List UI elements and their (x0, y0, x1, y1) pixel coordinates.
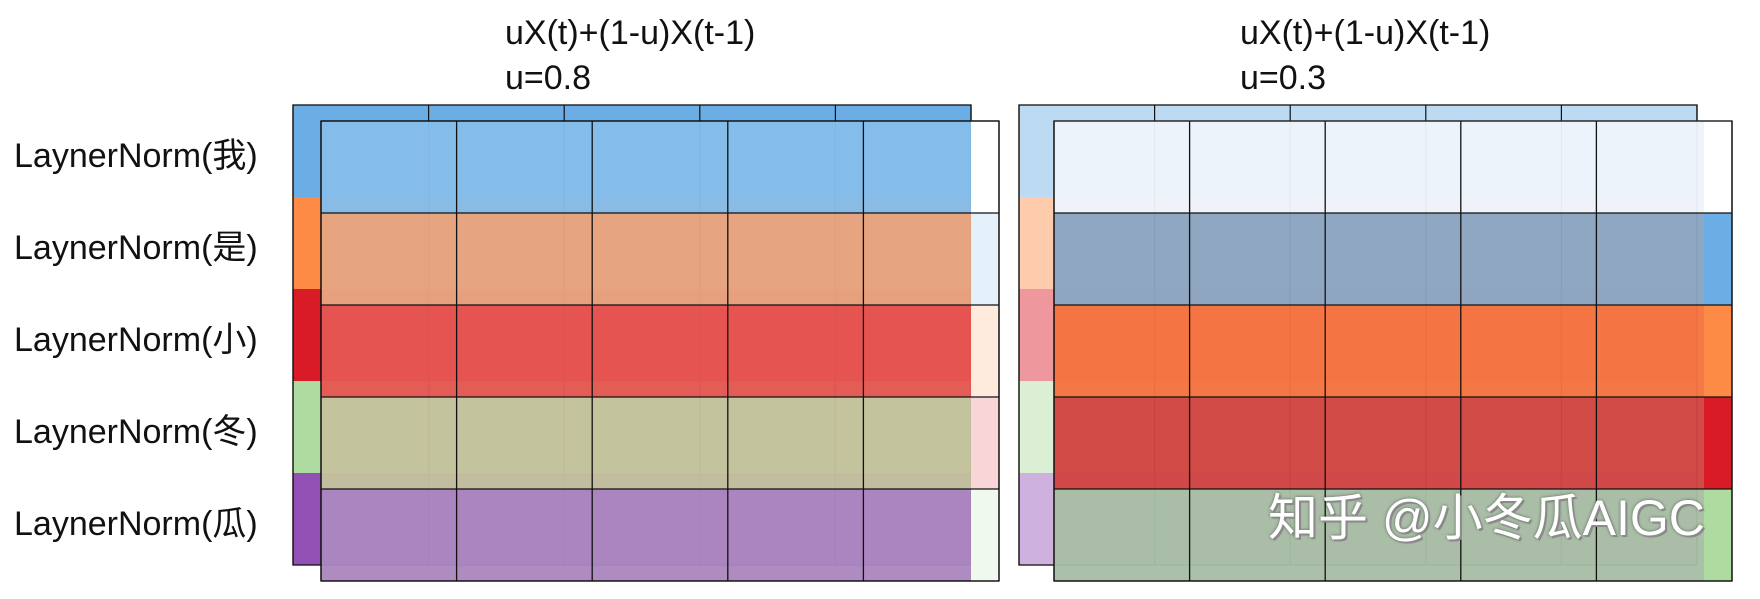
watermark: 知乎 @小冬瓜AIGC (1268, 490, 1705, 546)
front-row-1-4 (1054, 489, 1704, 581)
front-row-0-1 (321, 213, 971, 305)
back-strip-1-4 (1019, 473, 1047, 565)
back-strip-1-1 (1019, 197, 1047, 289)
front-row-1-2 (1054, 305, 1704, 397)
row-label-4: LaynerNorm(瓜) (14, 505, 258, 543)
front-row-0-4 (321, 489, 971, 581)
front-row-1-3 (1054, 397, 1704, 489)
left-u-value: u=0.8 (505, 59, 592, 97)
front-row-0-2 (321, 305, 971, 397)
back-strip-1-0 (1019, 105, 1047, 197)
front-row-1-0 (1054, 121, 1704, 213)
front-row-1-1 (1054, 213, 1704, 305)
right-formula: uX(t)+(1-u)X(t-1) (1240, 14, 1491, 52)
front-spill-0-3 (971, 397, 999, 489)
front-spill-0-0 (971, 121, 999, 213)
front-row-0-0 (321, 121, 971, 213)
front-frame-1 (1053, 120, 1733, 582)
front-spill-1-3 (1704, 397, 1732, 489)
front-frame-0 (320, 120, 1000, 582)
front-row-0-3 (321, 397, 971, 489)
back-strip-1-3 (1019, 381, 1047, 473)
row-label-3: LaynerNorm(冬) (14, 413, 258, 451)
front-spill-1-1 (1704, 213, 1732, 305)
front-spill-0-2 (971, 305, 999, 397)
back-strip-0-1 (293, 197, 321, 289)
back-strip-0-4 (293, 473, 321, 565)
back-strip-0-3 (293, 381, 321, 473)
front-spill-0-1 (971, 213, 999, 305)
row-label-0: LaynerNorm(我) (14, 137, 258, 175)
front-spill-1-4 (1704, 489, 1732, 581)
back-strip-0-2 (293, 289, 321, 381)
right-u-value: u=0.3 (1240, 59, 1327, 97)
back-strip-0-0 (293, 105, 321, 197)
front-spill-0-4 (971, 489, 999, 581)
row-label-2: LaynerNorm(小) (14, 321, 258, 359)
row-label-1: LaynerNorm(是) (14, 229, 258, 267)
back-strip-1-2 (1019, 289, 1047, 381)
left-formula: uX(t)+(1-u)X(t-1) (505, 14, 756, 52)
front-spill-1-0 (1704, 121, 1732, 213)
front-spill-1-2 (1704, 305, 1732, 397)
